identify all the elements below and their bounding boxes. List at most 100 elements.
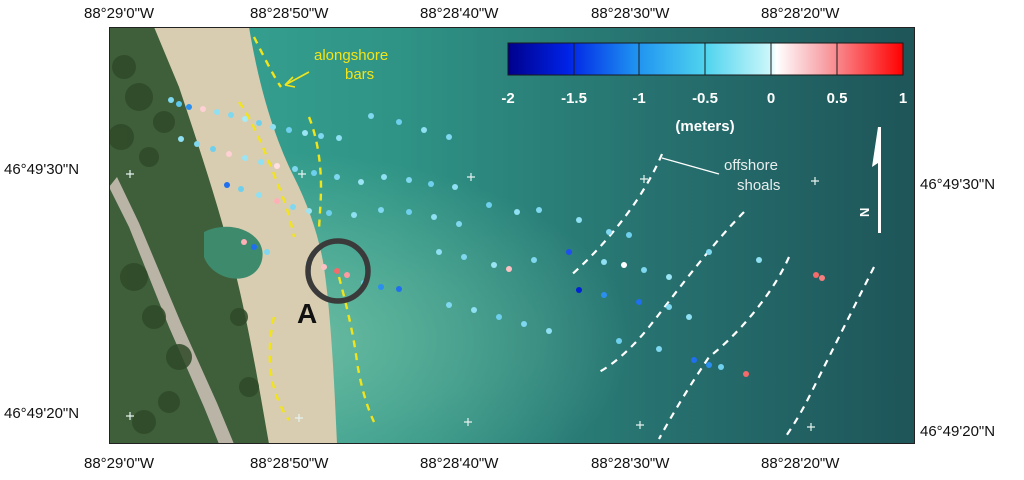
survey-point (194, 141, 200, 147)
survey-point (486, 202, 492, 208)
right-latitude-label: 46°49'20"N (920, 423, 996, 440)
survey-point (224, 182, 230, 188)
grid-cross (640, 175, 648, 183)
survey-point (200, 106, 206, 112)
satellite-map: A alongshore bars offshore shoals -2 -1.… (109, 27, 915, 444)
survey-point (621, 262, 627, 268)
survey-point (396, 286, 402, 292)
alongshore-bar-line (337, 276, 376, 423)
survey-point (321, 264, 327, 270)
survey-point (521, 321, 527, 327)
offshore-arrow (661, 157, 720, 175)
survey-point (819, 275, 825, 281)
survey-point (270, 124, 276, 130)
bottom-longitude-label: 88°28'40"W (420, 455, 499, 472)
survey-point (242, 155, 248, 161)
survey-point (718, 364, 724, 370)
survey-point (378, 207, 384, 213)
bottom-longitude-label: 88°28'50"W (250, 455, 329, 472)
survey-point (256, 120, 262, 126)
survey-point (351, 212, 357, 218)
survey-point (428, 181, 434, 187)
survey-point (743, 371, 749, 377)
survey-point (576, 217, 582, 223)
survey-point (378, 284, 384, 290)
survey-point (706, 249, 712, 255)
survey-point (601, 259, 607, 265)
survey-point (186, 104, 192, 110)
colorbar-tick-label: -1 (632, 90, 645, 107)
survey-point (258, 159, 264, 165)
survey-point (601, 292, 607, 298)
land-area (109, 27, 271, 444)
survey-point (334, 174, 340, 180)
top-longitude-label: 88°29'0"W (84, 5, 155, 22)
survey-point (318, 133, 324, 139)
alongshore-label: alongshore (314, 47, 388, 64)
left-latitude-label: 46°49'30"N (4, 161, 80, 178)
survey-point (368, 113, 374, 119)
alongshore-bar-line (307, 116, 323, 233)
survey-point (626, 232, 632, 238)
survey-point (691, 357, 697, 363)
survey-point (436, 249, 442, 255)
survey-point (514, 209, 520, 215)
survey-point (334, 268, 340, 274)
grid-cross (298, 170, 306, 178)
survey-point (421, 127, 427, 133)
alongshore-bar-line (238, 101, 296, 238)
survey-point (431, 214, 437, 220)
survey-point (666, 304, 672, 310)
survey-point (228, 112, 234, 118)
survey-point (168, 97, 174, 103)
offshore-shoal-line (783, 266, 875, 440)
grid-cross (636, 421, 644, 429)
survey-point (461, 254, 467, 260)
grid-cross (126, 170, 134, 178)
grid-cross (295, 414, 303, 422)
colorbar-tick-label: 0.5 (827, 90, 848, 107)
survey-point (531, 257, 537, 263)
survey-point (214, 109, 220, 115)
grid-cross (464, 418, 472, 426)
survey-point (636, 299, 642, 305)
survey-point (336, 135, 342, 141)
survey-point (178, 136, 184, 142)
survey-point (256, 192, 262, 198)
survey-point (491, 262, 497, 268)
survey-point (396, 119, 402, 125)
survey-point (358, 179, 364, 185)
survey-point (686, 314, 692, 320)
grid-cross (807, 423, 815, 431)
survey-point (238, 186, 244, 192)
colorbar-tick-label: 0 (767, 90, 775, 107)
colorbar-tick-label: -1.5 (561, 90, 587, 107)
survey-point (506, 266, 512, 272)
alongshore-arrowhead (284, 76, 296, 88)
survey-point (641, 267, 647, 273)
grid-cross (126, 412, 134, 420)
top-longitude-label: 88°28'40"W (420, 5, 499, 22)
survey-point (616, 338, 622, 344)
survey-point (446, 134, 452, 140)
survey-point (241, 239, 247, 245)
survey-point (656, 346, 662, 352)
colorbar-unit-label: (meters) (675, 118, 734, 135)
survey-point (452, 184, 458, 190)
survey-point (496, 314, 502, 320)
survey-point (290, 204, 296, 210)
offshore-shoal-line (568, 153, 664, 278)
colorbar-tick-label: -2 (501, 90, 514, 107)
survey-point (274, 198, 280, 204)
survey-point (274, 163, 280, 169)
survey-point (666, 274, 672, 280)
offshore-label: shoals (737, 177, 780, 194)
site-a-circle (305, 238, 371, 304)
survey-point (311, 170, 317, 176)
survey-point (292, 166, 298, 172)
alongshore-bar-line (268, 316, 290, 421)
tree-cover (109, 55, 259, 434)
north-arrow-icon (872, 127, 881, 233)
survey-point (536, 207, 542, 213)
survey-point (286, 127, 292, 133)
